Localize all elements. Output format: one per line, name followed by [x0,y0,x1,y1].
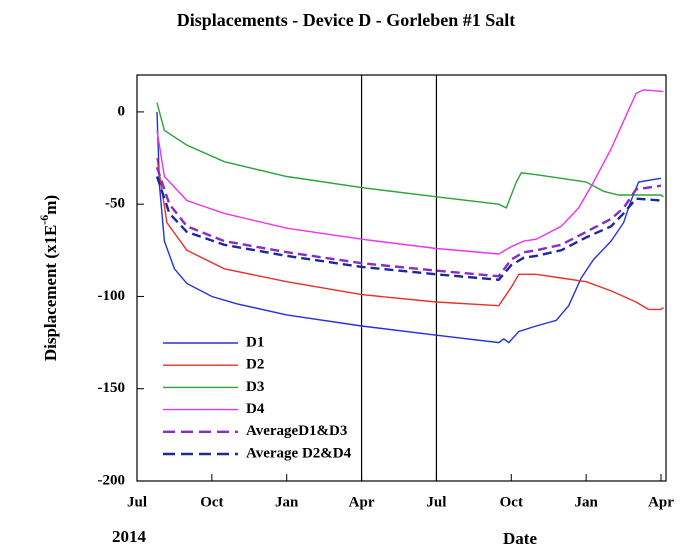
series-line [155,166,662,278]
series-line [156,89,664,255]
y-tick-label: -50 [105,196,125,212]
legend-label: D1 [246,334,264,350]
plot-frame [136,74,667,482]
y-tick-label: -200 [98,472,126,488]
x-tick-label: Oct [500,494,523,510]
x-year-label: 2014 [112,527,147,546]
x-tick-label: Jan [574,494,598,510]
y-label-sup: -6 [37,215,51,225]
series-line [156,157,664,311]
y-tick-label: -150 [98,380,126,396]
x-axis-label: Date [503,529,537,548]
y-label-end: m) [41,195,60,215]
series-line [156,102,664,209]
series-line [155,176,662,282]
legend-label: D3 [246,379,264,395]
y-tick-label: 0 [118,103,126,119]
x-tick-label: Apr [349,494,375,510]
legend-label: AverageD1&D3 [246,423,347,439]
x-tick-label: Apr [648,494,674,510]
y-tick-label: -100 [98,288,126,304]
y-axis-label: Displacement (x1E-6m) [37,195,60,361]
x-tick-label: Jan [275,494,299,510]
y-label-main: Displacement (x1E [41,225,60,361]
series-line [156,111,662,344]
legend-label: D4 [246,401,265,417]
x-tick-label: Jul [426,494,446,510]
x-tick-label: Jul [127,494,147,510]
legend-label: D2 [246,357,264,373]
legend-label: Average D2&D4 [246,445,352,461]
x-tick-label: Oct [200,494,223,510]
chart-title: Displacements - Device D - Gorleben #1 S… [177,10,515,30]
